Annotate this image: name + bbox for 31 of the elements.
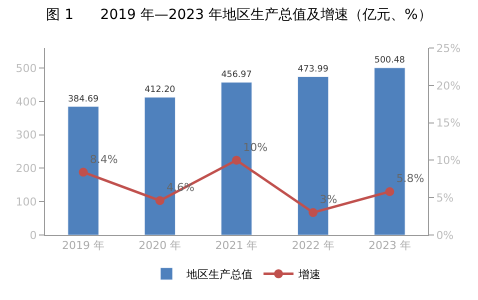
point [308,208,318,218]
data-label: 4.6% [166,181,194,194]
y2-tick-label: 5% [436,191,454,204]
y2-tick-label: 15% [436,116,461,130]
y2-tick-label: 10% [436,154,461,168]
data-label: 412.20 [144,85,176,96]
y-tick-label: 0 [30,228,37,242]
legend-label: 地区生产总值 [186,268,252,282]
y2-tick-label: 0% [436,228,454,242]
x-tick-label: 2019 年 [62,239,105,252]
y-tick-label: 500 [16,62,37,75]
data-label: 500.48 [374,56,406,66]
legend-label: 增速 [298,268,320,282]
chart-title: 图 1 2019 年—2023 年地区生产总值及增速（亿元、%） [46,6,432,23]
y2-tick-label: 20% [436,79,461,92]
x-tick-label: 2023 年 [368,239,411,252]
x-tick-label: 2021 年 [215,239,258,252]
point [78,168,88,177]
y-tick-label: 300 [16,128,37,142]
y2-tick-label: 25% [436,42,461,55]
x-tick-label: 2020 年 [138,239,182,252]
point [232,156,241,165]
point [385,187,394,196]
y-tick-label: 100 [16,195,37,208]
point [155,196,164,206]
data-label: 456.97 [221,70,252,80]
y-tick-label: 200 [16,162,37,176]
y-tick-label: 400 [16,95,37,108]
data-label: 384.69 [68,94,99,104]
data-label: 473.99 [298,64,328,75]
x-tick-label: 2022 年 [292,239,334,252]
